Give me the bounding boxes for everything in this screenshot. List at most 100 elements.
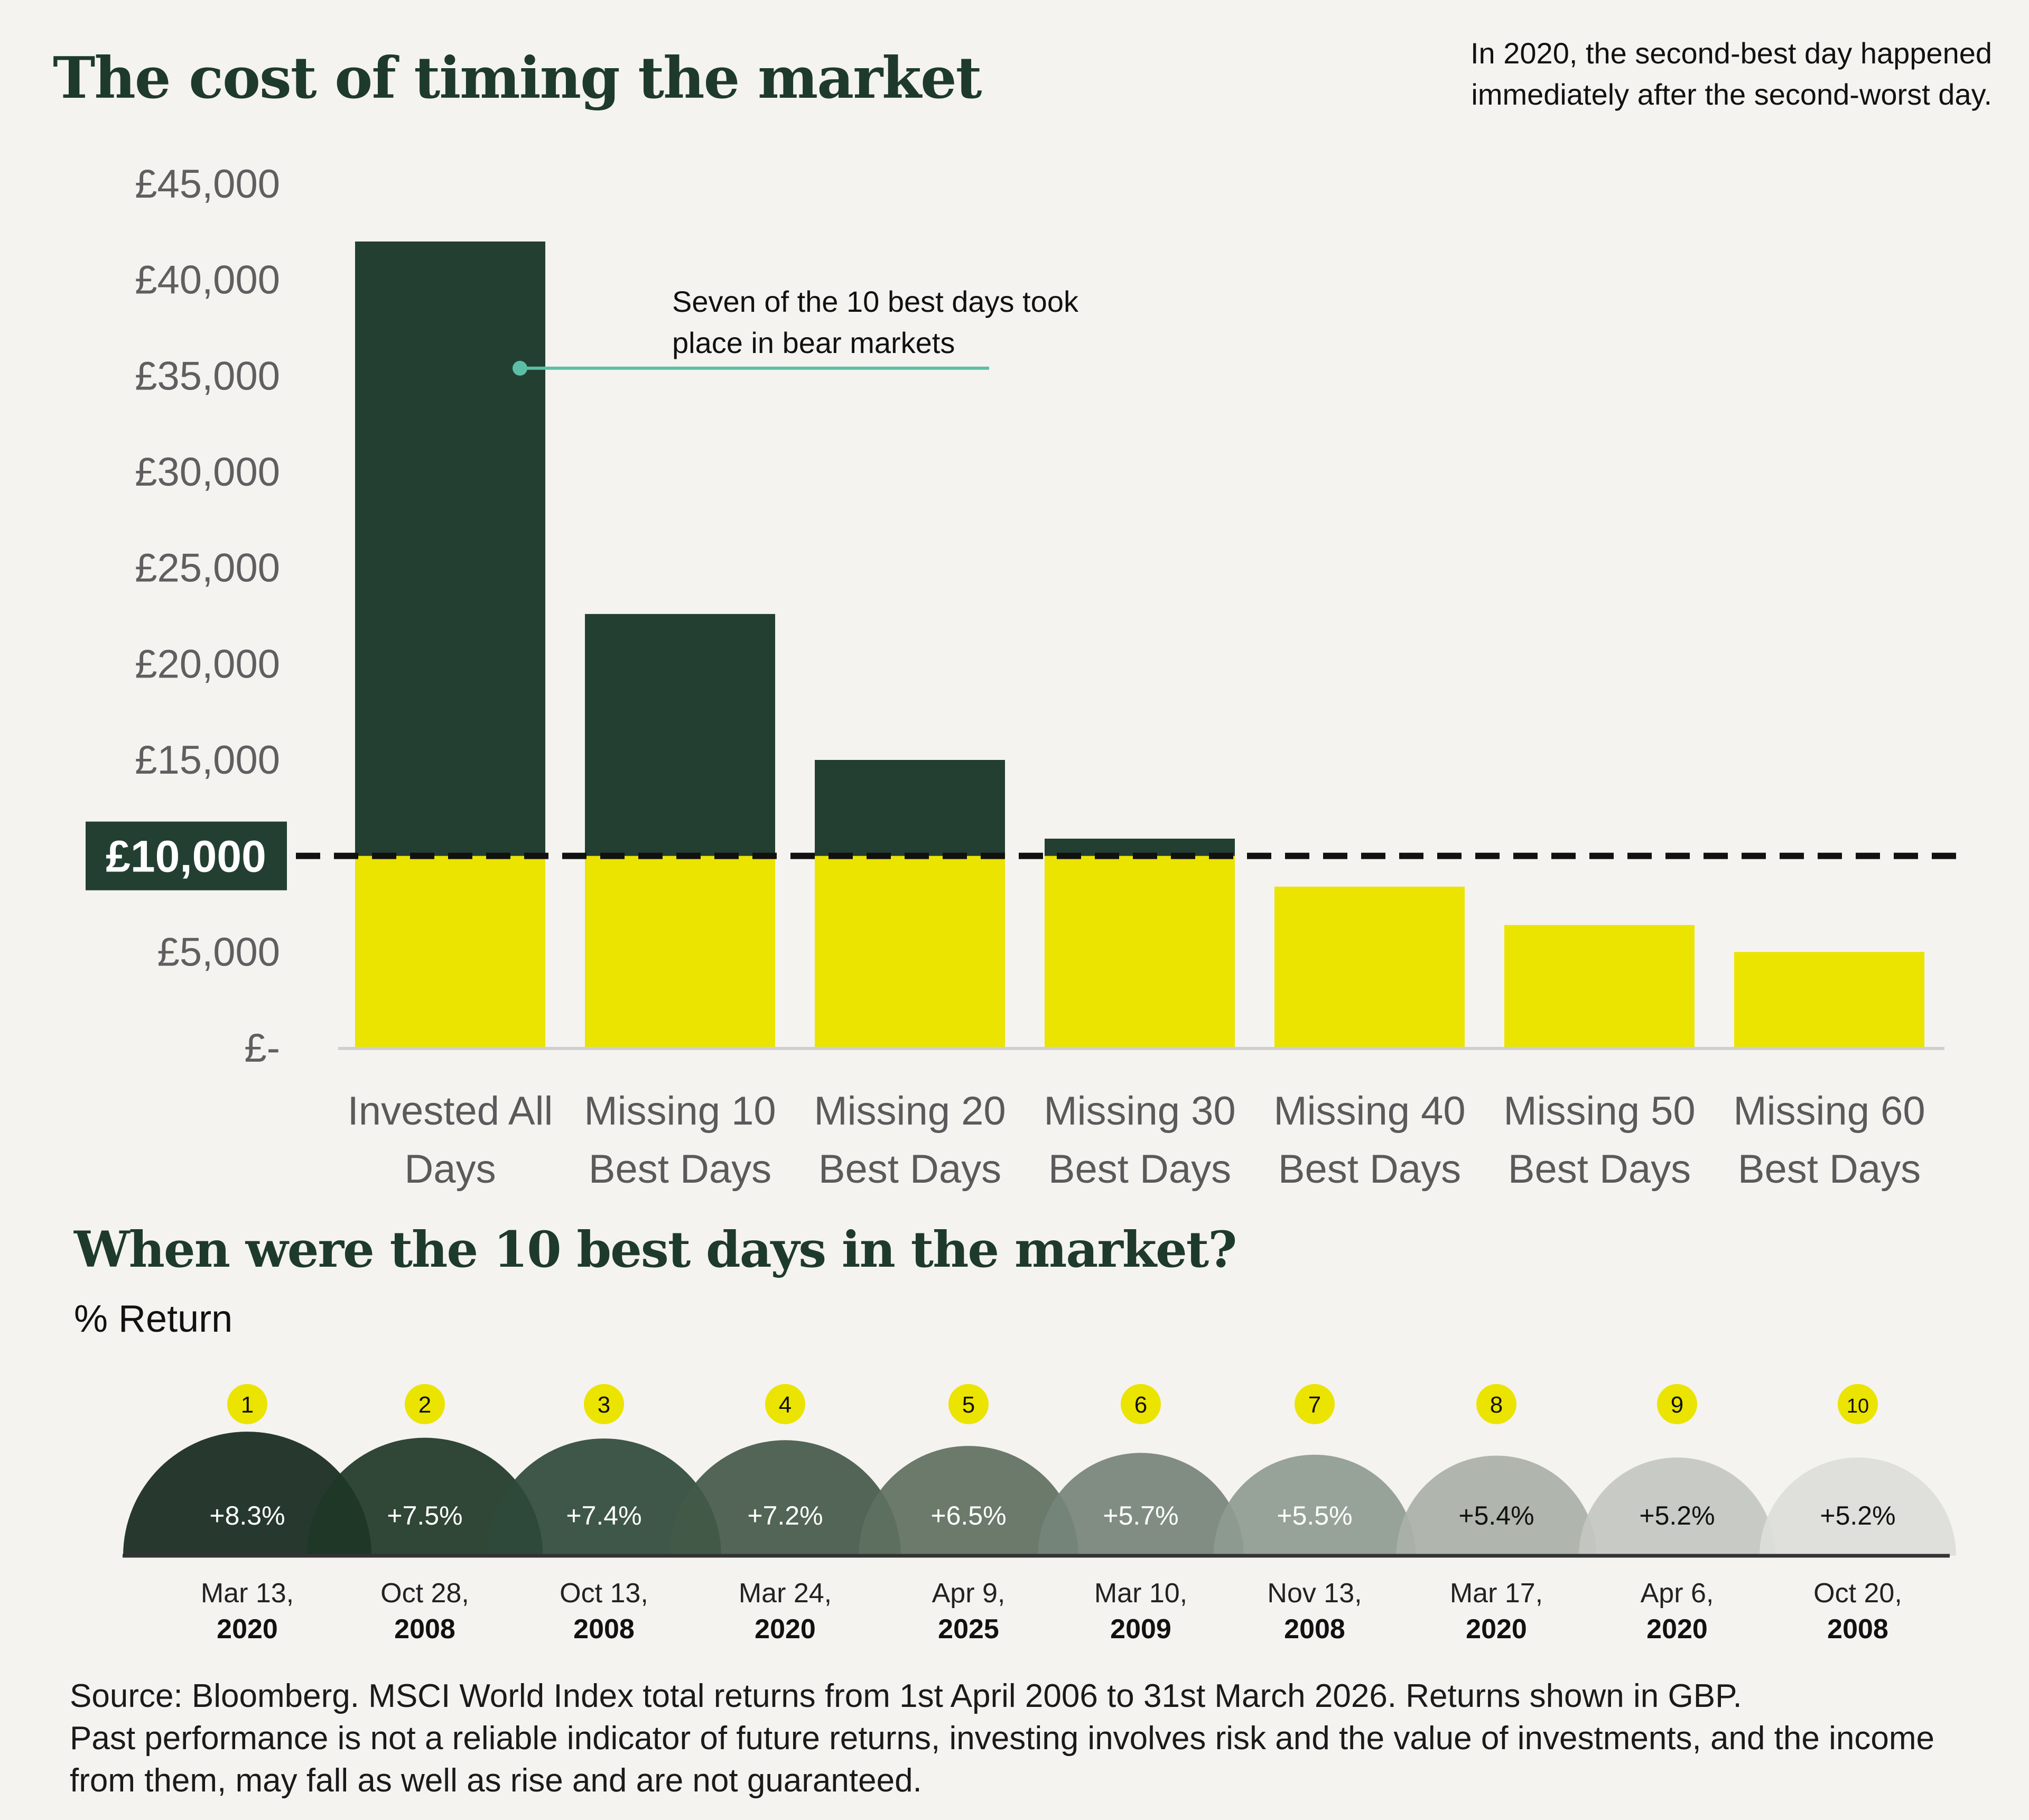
date-label: Mar 17, bbox=[1450, 1578, 1543, 1609]
bar-base-segment bbox=[1045, 856, 1235, 1048]
x-tick-label: Missing 40 bbox=[1273, 1089, 1465, 1134]
x-tick-label: Best Days bbox=[589, 1147, 771, 1192]
source-note: Source: Bloomberg. MSCI World Index tota… bbox=[70, 1675, 1983, 1802]
y-tick-label: £20,000 bbox=[135, 642, 280, 686]
return-label: +5.4% bbox=[1458, 1501, 1534, 1530]
year-label: 2008 bbox=[1284, 1614, 1345, 1645]
year-label: 2009 bbox=[1110, 1614, 1171, 1645]
chart-title: The cost of timing the market bbox=[53, 45, 982, 112]
rank-number: 4 bbox=[779, 1392, 792, 1418]
return-bubble bbox=[487, 1438, 721, 1556]
rank-badge bbox=[1476, 1384, 1516, 1424]
reference-label: £10,000 bbox=[106, 832, 266, 881]
x-tick-label: Missing 30 bbox=[1044, 1089, 1235, 1134]
y-tick-label: £5,000 bbox=[157, 930, 280, 974]
annotation-note: In 2020, the second-best day happened im… bbox=[1470, 36, 1992, 111]
year-label: 2020 bbox=[1646, 1614, 1708, 1645]
return-label: +5.2% bbox=[1820, 1501, 1895, 1530]
annotation-text: place in bear markets bbox=[672, 326, 955, 359]
rank-badge bbox=[948, 1384, 989, 1424]
return-label: +5.5% bbox=[1277, 1501, 1352, 1530]
y-tick-label: £40,000 bbox=[135, 258, 280, 303]
rank-number: 7 bbox=[1308, 1392, 1321, 1418]
y-tick-label: £15,000 bbox=[135, 738, 280, 783]
y-tick-label: £25,000 bbox=[135, 546, 280, 591]
year-label: 2020 bbox=[217, 1614, 278, 1645]
x-tick-label: Best Days bbox=[1738, 1147, 1921, 1192]
year-label: 2008 bbox=[394, 1614, 455, 1645]
return-label: +7.2% bbox=[747, 1501, 823, 1530]
return-bubble bbox=[306, 1437, 543, 1556]
rank-badge bbox=[405, 1384, 445, 1424]
bar-base-segment bbox=[1504, 925, 1695, 1048]
date-label: Oct 20, bbox=[1813, 1578, 1902, 1609]
return-bubble bbox=[859, 1446, 1078, 1556]
rank-number: 2 bbox=[418, 1392, 431, 1418]
return-bubble bbox=[123, 1432, 371, 1556]
rank-badge bbox=[1121, 1384, 1161, 1424]
section-title: When were the 10 best days in the market… bbox=[74, 1221, 1237, 1279]
date-label: Mar 10, bbox=[1094, 1578, 1187, 1609]
x-tick-label: Missing 50 bbox=[1503, 1089, 1695, 1134]
unit-label: % Return bbox=[74, 1298, 233, 1340]
disclaimer-line: Past performance is not a reliable indic… bbox=[70, 1720, 1934, 1799]
return-bubble bbox=[669, 1440, 901, 1556]
bar-base-segment bbox=[585, 856, 775, 1048]
year-label: 2008 bbox=[573, 1614, 635, 1645]
y-tick-label: £- bbox=[244, 1026, 280, 1071]
rank-number: 3 bbox=[598, 1392, 610, 1418]
return-label: +5.7% bbox=[1103, 1501, 1178, 1530]
year-label: 2025 bbox=[938, 1614, 999, 1645]
bar-base-segment bbox=[1274, 886, 1465, 1048]
date-label: Apr 9, bbox=[932, 1578, 1006, 1609]
source-line: Source: Bloomberg. MSCI World Index tota… bbox=[70, 1678, 1742, 1714]
year-label: 2020 bbox=[755, 1614, 816, 1645]
rank-number: 10 bbox=[1847, 1395, 1869, 1417]
x-tick-label: Best Days bbox=[1508, 1147, 1691, 1192]
return-bubble bbox=[1038, 1453, 1244, 1556]
x-tick-label: Missing 20 bbox=[814, 1089, 1006, 1134]
rank-number: 9 bbox=[1671, 1392, 1683, 1418]
rank-badge bbox=[584, 1384, 624, 1424]
rank-number: 6 bbox=[1134, 1392, 1147, 1418]
year-label: 2008 bbox=[1827, 1614, 1888, 1645]
x-tick-label: Invested All bbox=[348, 1089, 553, 1134]
date-label: Apr 6, bbox=[1641, 1578, 1714, 1609]
bar-base-segment bbox=[355, 856, 545, 1048]
annotation-text: Seven of the 10 best days took bbox=[672, 285, 1079, 318]
date-label: Mar 13, bbox=[201, 1578, 294, 1609]
return-label: +5.2% bbox=[1639, 1501, 1715, 1530]
x-tick-label: Best Days bbox=[1278, 1147, 1461, 1192]
date-label: Oct 13, bbox=[560, 1578, 648, 1609]
bar-growth-segment bbox=[355, 242, 545, 856]
y-tick-label: £30,000 bbox=[135, 450, 280, 495]
date-label: Mar 24, bbox=[739, 1578, 832, 1609]
return-bubble bbox=[1759, 1457, 1957, 1556]
date-label: Oct 28, bbox=[380, 1578, 469, 1609]
rank-badge bbox=[1838, 1384, 1878, 1424]
return-bubble bbox=[1578, 1457, 1776, 1556]
rank-badge bbox=[765, 1384, 805, 1424]
rank-number: 5 bbox=[962, 1392, 975, 1418]
x-tick-label: Missing 10 bbox=[584, 1089, 776, 1134]
return-bubble bbox=[1213, 1454, 1416, 1556]
bar-growth-segment bbox=[815, 760, 1005, 856]
return-bubble bbox=[1396, 1455, 1597, 1556]
x-tick-label: Best Days bbox=[1048, 1147, 1231, 1192]
bar-base-segment bbox=[1734, 952, 1924, 1048]
rank-badge bbox=[1657, 1384, 1697, 1424]
x-tick-label: Days bbox=[404, 1147, 496, 1192]
x-tick-label: Best Days bbox=[818, 1147, 1001, 1192]
year-label: 2020 bbox=[1466, 1614, 1527, 1645]
bar-growth-segment bbox=[585, 614, 775, 856]
date-label: Nov 13, bbox=[1267, 1578, 1362, 1609]
reference-label-box bbox=[86, 821, 287, 890]
return-label: +7.4% bbox=[566, 1501, 641, 1530]
rank-badge bbox=[227, 1384, 267, 1424]
y-tick-label: £45,000 bbox=[135, 162, 280, 207]
return-label: +8.3% bbox=[209, 1501, 285, 1530]
rank-badge bbox=[1295, 1384, 1335, 1424]
rank-number: 8 bbox=[1490, 1392, 1503, 1418]
return-label: +7.5% bbox=[387, 1501, 462, 1530]
